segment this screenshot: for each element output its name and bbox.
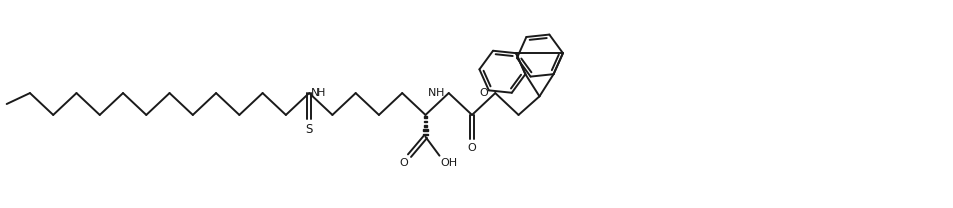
Polygon shape [423,125,427,127]
Text: H: H [316,88,325,98]
Polygon shape [422,134,428,135]
Polygon shape [424,116,426,118]
Text: H: H [435,88,443,98]
Text: N: N [311,88,319,98]
Text: O: O [467,142,476,152]
Polygon shape [423,121,427,122]
Text: O: O [399,158,408,168]
Text: S: S [305,123,313,136]
Polygon shape [423,129,427,131]
Text: N: N [427,88,436,98]
Text: OH: OH [440,158,457,168]
Text: O: O [478,88,488,98]
